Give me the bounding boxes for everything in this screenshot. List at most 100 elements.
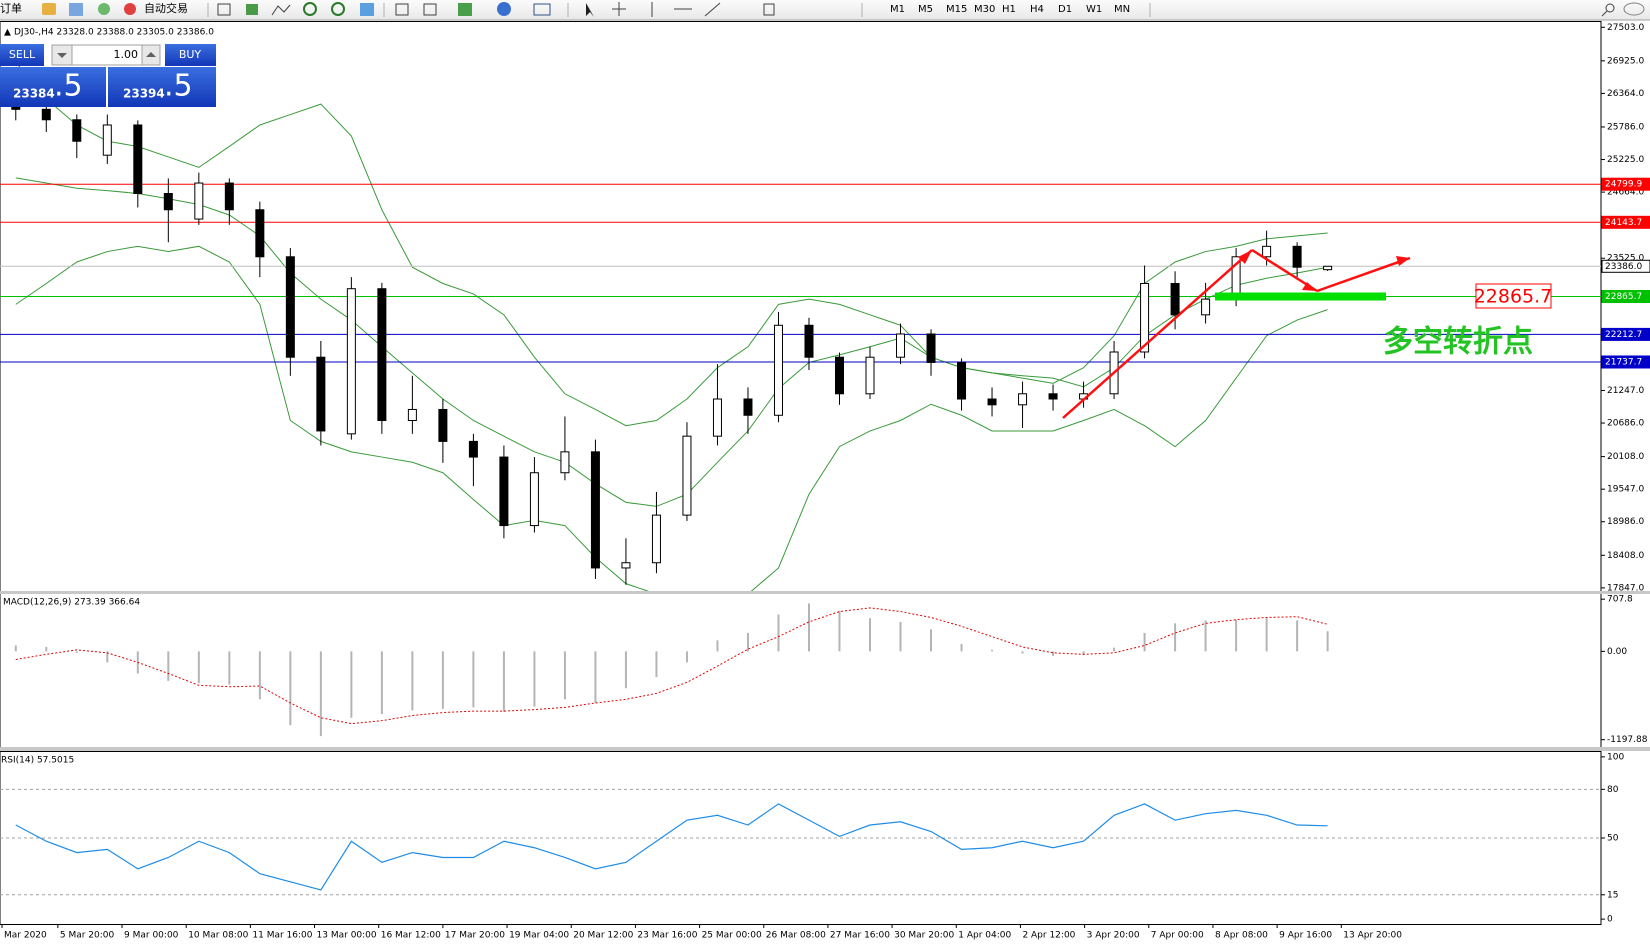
search-icon[interactable] [1601, 10, 1608, 17]
y-tick-label: 0 [1607, 915, 1613, 925]
sell-label[interactable]: SELL [9, 48, 36, 61]
icon[interactable] [146, 52, 156, 57]
bid-fraction[interactable]: .5 [54, 69, 83, 104]
x-tick-label: 13 Apr 20:00 [1343, 931, 1402, 941]
icon[interactable] [69, 3, 83, 16]
sell-button[interactable] [0, 44, 44, 66]
icon[interactable] [57, 53, 67, 58]
x-tick-label: 23 Mar 16:00 [637, 931, 697, 941]
candle-body [865, 356, 875, 395]
icon[interactable] [271, 4, 291, 16]
icon[interactable] [360, 3, 374, 16]
level-label: 22212.7 [1605, 330, 1642, 340]
trend-tool[interactable] [704, 2, 721, 17]
arrow-head [1238, 250, 1252, 264]
x-tick-label: 26 Mar 08:00 [766, 931, 826, 941]
candle-body [41, 108, 51, 121]
y-tick-label: 23525.0 [1607, 254, 1644, 264]
timeframe-button[interactable]: M5 [918, 4, 933, 15]
timeframe-button[interactable]: W1 [1086, 4, 1102, 15]
candle-body [224, 182, 234, 211]
x-tick-label: 1 Apr 04:00 [958, 931, 1011, 941]
candle-body [1170, 282, 1180, 316]
icon[interactable] [303, 2, 317, 16]
x-tick-label: 19 Mar 04:00 [509, 931, 569, 941]
icon[interactable] [42, 3, 56, 15]
icon[interactable] [423, 3, 437, 16]
y-tick-label: 21247.0 [1607, 386, 1644, 396]
icon[interactable] [533, 3, 551, 16]
bid-main[interactable]: 23384 [13, 87, 55, 101]
collapse-arrow[interactable]: ▲ [4, 28, 11, 38]
bollinger-middle [15, 177, 1328, 507]
icon[interactable] [395, 3, 409, 16]
timeframe-button[interactable]: M1 [890, 4, 905, 15]
main-plot [0, 61, 1601, 591]
toolbar-bg [0, 0, 1650, 20]
fibo-tool[interactable] [763, 3, 775, 16]
x-tick-label: 16 Mar 12:00 [381, 931, 441, 941]
icon[interactable] [98, 3, 110, 15]
candle-body [651, 514, 661, 564]
x-tick-label: 9 Apr 16:00 [1279, 931, 1332, 941]
level-box [1601, 290, 1650, 304]
timeframe-button[interactable]: H4 [1030, 4, 1044, 15]
icon[interactable] [217, 3, 231, 16]
auto-trade-button[interactable]: 自动交易 [144, 1, 188, 15]
y-tick-label: -1197.88 [1607, 735, 1648, 745]
buy-price-box[interactable] [108, 67, 216, 107]
chat-icon[interactable] [1623, 2, 1645, 16]
rsi-line [15, 803, 1328, 891]
candle-body [438, 408, 448, 442]
candle-body [316, 356, 326, 432]
axes: 27503.0 26925.0 26364.0 25786.0 25225.0 24664… [1, 23, 1650, 941]
ask-fraction[interactable]: .5 [164, 69, 193, 104]
candle-body [804, 324, 814, 358]
buy-label[interactable]: BUY [179, 48, 202, 61]
y-tick-label: 17847.0 [1607, 583, 1644, 593]
y-tick-label: 18408.0 [1607, 551, 1644, 561]
candle-body [377, 288, 387, 421]
icon[interactable] [497, 2, 511, 16]
candle-body [72, 119, 82, 142]
level-label: 24799.9 [1605, 180, 1642, 190]
volume-value[interactable]: 1.00 [114, 48, 139, 61]
candle-body [834, 356, 844, 395]
timeframe-button[interactable]: D1 [1058, 4, 1072, 15]
new-order-button[interactable]: 订单 [0, 2, 22, 15]
macd-plot [14, 603, 1329, 737]
x-tick-label: 30 Mar 20:00 [894, 931, 954, 941]
y-tick-label: 100 [1607, 752, 1624, 762]
timeframe-button[interactable]: MN [1114, 4, 1130, 15]
timeframe-button[interactable]: H1 [1002, 4, 1016, 15]
support-bar [1215, 292, 1386, 301]
icon[interactable] [458, 3, 472, 16]
x-tick-label: 5 Mar 20:00 [60, 931, 115, 941]
y-tick-label: 20686.0 [1607, 419, 1644, 429]
candle-body [163, 192, 173, 211]
timeframe-button[interactable]: M30 [974, 4, 995, 15]
icon[interactable] [331, 2, 345, 16]
candle-body [468, 440, 478, 458]
candle-body [194, 182, 204, 220]
x-tick-label: 13 Mar 00:00 [317, 931, 377, 941]
chart-header: DJ30-,H4 23328.0 23388.0 23305.0 23386.0 [14, 28, 214, 38]
cursor-tool[interactable] [586, 3, 594, 17]
candle-body [529, 472, 539, 527]
x-tick-label: 3 Apr 20:00 [1087, 931, 1140, 941]
sell-price-box[interactable] [0, 67, 106, 107]
y-tick-label: 24664.0 [1607, 188, 1644, 198]
candle-body [987, 398, 997, 406]
search-icon[interactable] [1605, 3, 1615, 13]
icon[interactable] [124, 3, 136, 15]
buy-button[interactable] [165, 44, 216, 66]
ask-main[interactable]: 23394 [123, 87, 165, 101]
panel-splitter [0, 591, 1650, 594]
icon[interactable] [246, 4, 258, 15]
level-label: 22865.7 [1605, 292, 1642, 302]
timeframe-button[interactable]: M15 [946, 4, 967, 15]
candle-body [1140, 282, 1150, 353]
candle-body [1262, 245, 1272, 258]
